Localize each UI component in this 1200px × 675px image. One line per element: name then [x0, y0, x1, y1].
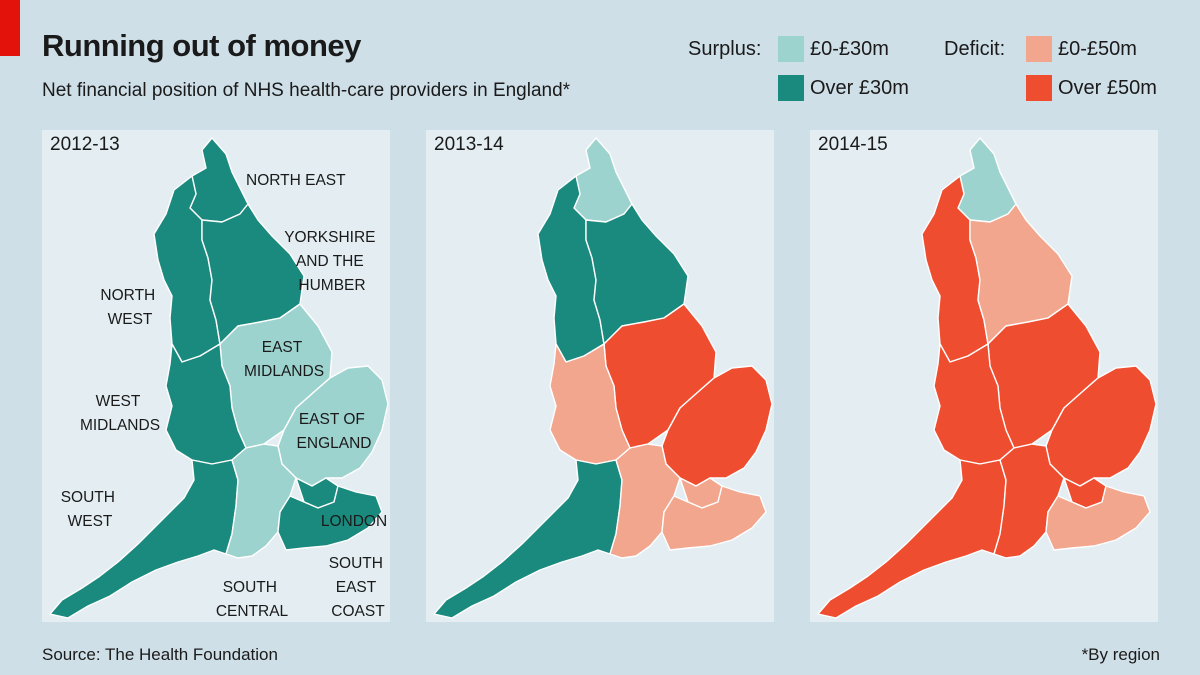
england-map [49, 137, 389, 619]
map-svg [433, 137, 773, 619]
label-south-west: SOUTH WEST [61, 489, 120, 530]
label-east-midlands: EAST MIDLANDS [244, 339, 324, 380]
region-south-west [817, 459, 1007, 619]
label-yorkshire: YORKSHIRE AND THE HUMBER [284, 229, 380, 294]
region-labels: NORTH EAST YORKSHIRE AND THE HUMBER NORT… [61, 172, 388, 620]
map-panel-2013-14: 2013-14 [426, 130, 774, 622]
label-london: LONDON [321, 513, 387, 530]
legend-surplus-heading: Surplus: [688, 38, 762, 60]
england-map [433, 137, 773, 619]
legend-swatch-deficit-high [1026, 75, 1052, 101]
brand-tag [0, 0, 20, 56]
legend-label-surplus-high: Over £30m [810, 77, 909, 99]
legend-label-deficit-high: Over £50m [1058, 77, 1157, 99]
region-south-west [433, 459, 623, 619]
map-svg: NORTH EAST YORKSHIRE AND THE HUMBER NORT… [49, 137, 389, 620]
legend-swatch-surplus-low [778, 36, 804, 62]
region-south-east-coast [277, 485, 383, 551]
legend-swatch-surplus-high [778, 75, 804, 101]
region-north-east [573, 137, 633, 223]
legend-swatch-deficit-low [1026, 36, 1052, 62]
footnote: *By region [1081, 645, 1160, 664]
label-east-of-england: EAST OF ENGLAND [297, 411, 372, 452]
map-panel-2012-13: NORTH EAST YORKSHIRE AND THE HUMBER NORT… [42, 130, 390, 622]
label-north-east: NORTH EAST [246, 172, 346, 189]
label-south-central: SOUTH CENTRAL [216, 579, 289, 620]
england-map [817, 137, 1157, 619]
legend-label-surplus-low: £0-£30m [810, 38, 889, 60]
map-svg [817, 137, 1157, 619]
panel-year: 2012-13 [50, 134, 120, 155]
chart-title: Running out of money [42, 28, 361, 63]
label-south-east-coast: SOUTH EAST COAST [329, 555, 388, 620]
panel-year: 2013-14 [434, 134, 504, 155]
region-north-east [957, 137, 1017, 223]
label-north-west: NORTH WEST [100, 287, 159, 328]
region-south-east-coast [1045, 485, 1151, 551]
region-east-of-england [1045, 365, 1157, 487]
panel-year: 2014-15 [818, 134, 888, 155]
legend-deficit-heading: Deficit: [944, 38, 1006, 60]
map-panel-2014-15: 2014-15 [810, 130, 1158, 622]
region-east-of-england [661, 365, 773, 487]
region-south-east-coast [661, 485, 767, 551]
chart-subtitle: Net financial position of NHS health-car… [42, 80, 571, 101]
region-north-east [189, 137, 249, 223]
source-note: Source: The Health Foundation [42, 645, 278, 664]
region-south-west [49, 459, 239, 619]
label-west-midlands: WEST MIDLANDS [80, 393, 160, 434]
legend-label-deficit-low: £0-£50m [1058, 38, 1137, 60]
region-east-of-england [277, 365, 389, 487]
